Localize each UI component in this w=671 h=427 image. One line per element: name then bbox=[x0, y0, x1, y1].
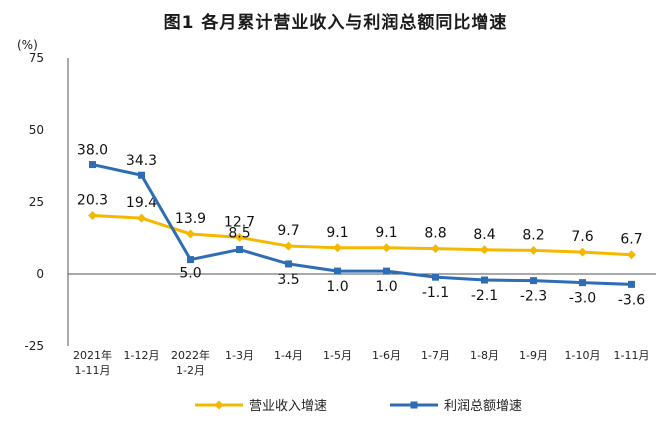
data-label: 8.8 bbox=[424, 226, 446, 242]
data-point-revenue bbox=[480, 245, 489, 255]
y-tick-label: 25 bbox=[29, 195, 44, 209]
data-point-revenue bbox=[333, 243, 342, 253]
data-point-revenue bbox=[627, 250, 636, 260]
x-tick-label: 2021年 1-11月 bbox=[73, 348, 112, 377]
data-label: 8.5 bbox=[228, 226, 250, 242]
data-point-profit bbox=[383, 267, 390, 275]
data-point-profit bbox=[89, 161, 96, 169]
data-label: 5.0 bbox=[179, 266, 201, 282]
data-label: 1.0 bbox=[375, 279, 397, 295]
data-label: -2.3 bbox=[520, 289, 547, 305]
data-point-revenue bbox=[431, 244, 440, 254]
data-label: 12.7 bbox=[224, 214, 255, 230]
data-point-revenue bbox=[235, 232, 244, 242]
data-label: 6.7 bbox=[620, 232, 642, 248]
data-label: 19.4 bbox=[126, 195, 157, 211]
y-tick-label: -25 bbox=[24, 339, 44, 353]
data-label: 1.0 bbox=[326, 279, 348, 295]
data-point-revenue bbox=[382, 243, 391, 253]
data-point-profit bbox=[138, 171, 145, 179]
x-tick-label: 1-12月 bbox=[124, 349, 160, 362]
data-label: -1.1 bbox=[422, 285, 449, 301]
legend-label: 利润总额增速 bbox=[444, 399, 522, 414]
data-point-profit bbox=[334, 267, 341, 275]
series-line-profit bbox=[92, 163, 632, 286]
data-label: 13.9 bbox=[175, 211, 206, 227]
data-point-profit bbox=[285, 260, 292, 268]
x-tick-label: 1-3月 bbox=[225, 349, 254, 362]
data-point-profit bbox=[628, 280, 635, 288]
x-tick-label: 1-6月 bbox=[372, 349, 401, 362]
x-tick-label: 1-9月 bbox=[519, 349, 548, 362]
legend-label: 营业收入增速 bbox=[249, 399, 327, 414]
data-label: 8.2 bbox=[522, 227, 544, 243]
data-point-profit bbox=[187, 256, 194, 264]
data-label: 7.6 bbox=[571, 229, 593, 245]
data-label: -3.0 bbox=[569, 291, 596, 307]
data-label: 20.3 bbox=[77, 193, 108, 209]
data-label: 38.0 bbox=[77, 143, 108, 159]
chart-title: 图1 各月累计营业收入与利润总额同比增速 bbox=[163, 13, 508, 33]
x-tick-label: 1-11月 bbox=[614, 349, 650, 362]
legend-marker bbox=[410, 401, 418, 409]
x-tick-label: 1-4月 bbox=[274, 349, 303, 362]
x-tick-label: 1-5月 bbox=[323, 349, 352, 362]
data-point-profit bbox=[432, 273, 439, 281]
data-label: 8.4 bbox=[473, 227, 495, 243]
data-point-profit bbox=[236, 246, 243, 254]
data-label: 9.1 bbox=[375, 225, 397, 241]
data-point-profit bbox=[579, 279, 586, 287]
data-point-revenue bbox=[529, 245, 538, 255]
data-label: -2.1 bbox=[471, 288, 498, 304]
y-tick-label: 50 bbox=[29, 123, 44, 137]
data-label: 34.3 bbox=[126, 153, 157, 169]
legend-marker bbox=[214, 400, 224, 410]
data-point-profit bbox=[530, 277, 537, 285]
y-tick-label: 75 bbox=[29, 51, 44, 65]
y-tick-label: 0 bbox=[36, 267, 44, 281]
data-label: -3.6 bbox=[618, 292, 645, 308]
y-axis-unit: (%) bbox=[17, 38, 38, 52]
data-point-revenue bbox=[137, 213, 146, 223]
series-line-revenue bbox=[92, 214, 632, 257]
data-point-revenue bbox=[284, 241, 293, 251]
x-tick-label: 1-8月 bbox=[470, 349, 499, 362]
x-tick-label: 1-7月 bbox=[421, 349, 450, 362]
data-point-revenue bbox=[578, 247, 587, 257]
data-point-revenue bbox=[186, 229, 195, 239]
data-point-profit bbox=[481, 276, 488, 284]
data-label: 9.1 bbox=[326, 225, 348, 241]
x-tick-label: 2022年 1-2月 bbox=[171, 348, 210, 377]
x-tick-label: 1-10月 bbox=[565, 349, 601, 362]
data-label: 3.5 bbox=[277, 272, 299, 288]
data-point-revenue bbox=[88, 211, 97, 221]
data-label: 9.7 bbox=[277, 223, 299, 239]
